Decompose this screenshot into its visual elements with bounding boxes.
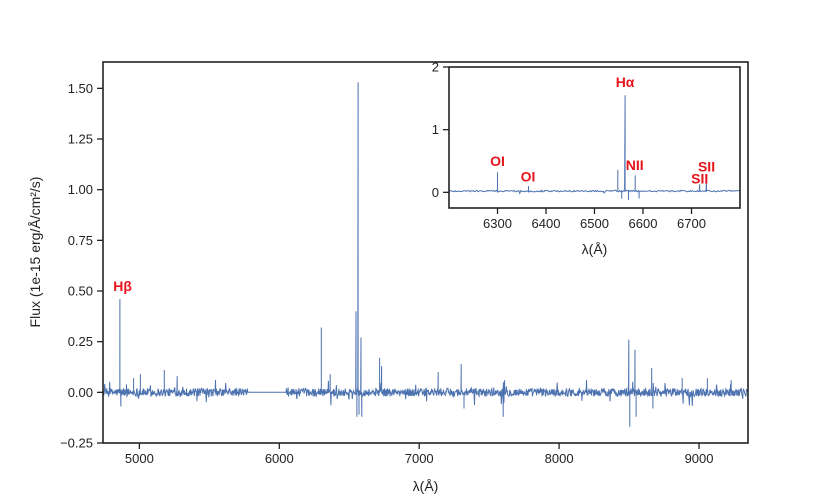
inset-background [449, 67, 740, 208]
inset-line-label: OI [490, 153, 505, 169]
inset-y-tick-label: 0 [432, 185, 439, 200]
main-y-tick-label: 1.25 [68, 132, 93, 147]
main-x-tick-label: 6000 [265, 451, 294, 466]
main-y-axis-label: Flux (1e-15 erg/Å/cm²/s) [27, 177, 43, 328]
inset-line-label: NII [626, 157, 644, 173]
inset-x-tick-label: 6700 [677, 216, 706, 231]
main-y-tick-label: 0.00 [68, 385, 93, 400]
inset-x-tick-label: 6500 [580, 216, 609, 231]
main-y-tick-label: 1.00 [68, 182, 93, 197]
inset-line-label: Hα [616, 74, 635, 90]
inset-line-label: SII [698, 159, 715, 175]
inset-spectrum-line [449, 95, 740, 200]
main-line-label: Hβ [113, 278, 132, 294]
inset-plot-frame [448, 66, 741, 209]
main-x-tick-label: 5000 [125, 451, 154, 466]
inset-axis-ticks: 6300 6400 6500 6600 6700 0 1 2 [432, 60, 706, 232]
main-y-tick-label: 0.25 [68, 334, 93, 349]
main-y-tick-label: 1.50 [68, 81, 93, 96]
inset-x-tick-label: 6400 [532, 216, 561, 231]
main-axis-ticks: 5000 6000 7000 8000 9000 −0.25 0.00 0.25 0.50 0.7… [60, 81, 713, 466]
main-y-tick-label: −0.25 [60, 436, 93, 451]
main-y-tick-label: 0.50 [68, 284, 93, 299]
main-x-axis-label: λ(Å) [413, 478, 439, 494]
inset-x-axis-label: λ(Å) [582, 241, 608, 257]
main-x-tick-label: 7000 [405, 451, 434, 466]
inset-y-tick-label: 2 [432, 60, 439, 75]
main-plot-frame [102, 61, 749, 444]
inset-y-tick-label: 1 [432, 122, 439, 137]
main-annotations: Hβ [113, 278, 132, 294]
inset-x-tick-label: 6600 [629, 216, 658, 231]
main-spectrum-line [103, 82, 748, 427]
main-y-tick-label: 0.75 [68, 233, 93, 248]
inset-line-label: SII [691, 171, 708, 187]
inset-x-tick-label: 6300 [483, 216, 512, 231]
main-panel: 5000 6000 7000 8000 9000 −0.25 0.00 0.25 0.50 0.7… [27, 61, 749, 494]
main-x-tick-label: 8000 [545, 451, 574, 466]
inset-line-label: OI [521, 169, 536, 185]
main-x-tick-label: 9000 [685, 451, 714, 466]
